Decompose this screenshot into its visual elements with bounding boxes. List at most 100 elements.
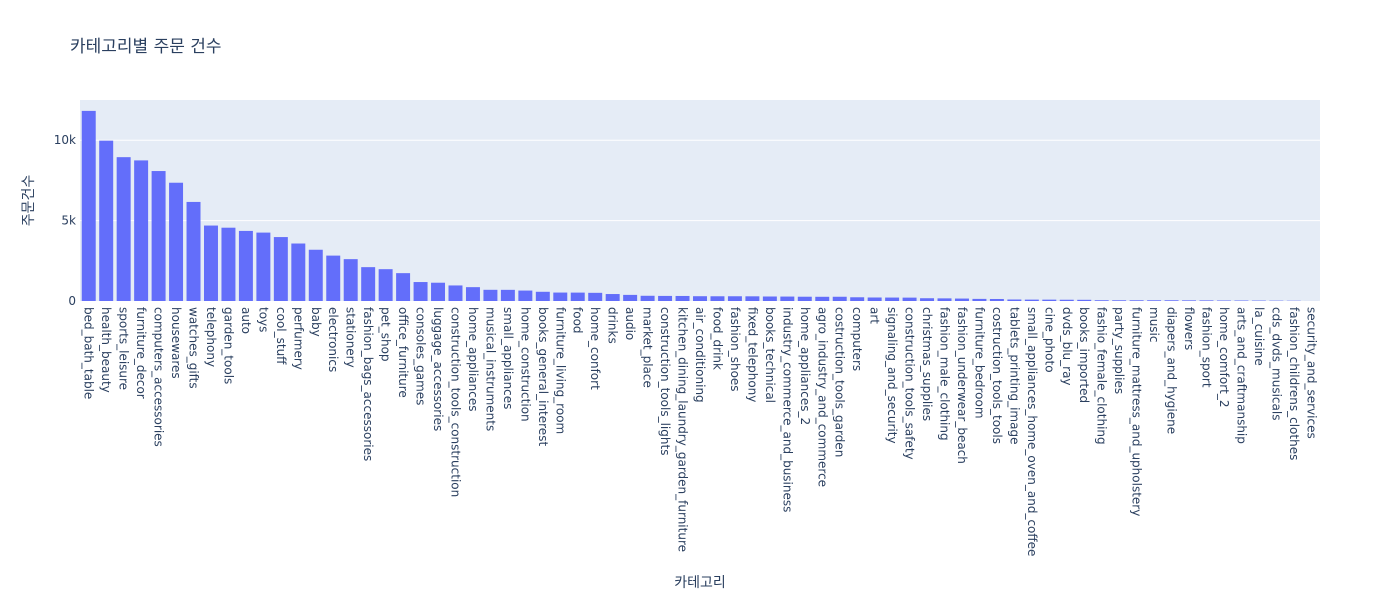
bar [221, 227, 236, 301]
x-tick-label: computers [850, 307, 864, 371]
bar [396, 273, 411, 301]
bar [675, 295, 690, 301]
x-tick-label: auto [239, 307, 253, 334]
x-tick-label: la_cuisine [1252, 307, 1266, 366]
bar [518, 290, 533, 301]
bar [151, 171, 166, 301]
x-tick-label: fashion_sport [1199, 307, 1213, 388]
x-tick-label: home_construction [518, 307, 532, 422]
bar [1024, 299, 1039, 301]
x-tick-label: diapers_and_hygiene [1165, 307, 1179, 434]
bar [99, 140, 114, 301]
x-tick-label: furniture_living_room [553, 307, 567, 434]
x-tick-label: security_and_services [1304, 307, 1318, 439]
bar [972, 298, 987, 301]
x-tick-label: arts_and_craftmanship [1234, 307, 1248, 444]
x-tick-label: home_confort [588, 307, 602, 390]
x-tick-label: electronics [326, 307, 340, 372]
x-tick-label: tablets_printing_image [1007, 307, 1021, 444]
x-tick-label: office_furniture [396, 307, 410, 398]
bar [361, 267, 376, 301]
x-tick-label: home_comfort_2 [1217, 307, 1231, 408]
x-tick-label: drinks [606, 307, 620, 344]
x-tick-label: furniture_mattress_and_upholstery [1130, 307, 1144, 516]
bar [588, 292, 603, 301]
bar [658, 295, 673, 301]
bar [623, 294, 638, 301]
bar [1094, 300, 1109, 301]
grid-lines [80, 139, 1320, 222]
x-tick-label: market_place [641, 307, 655, 388]
x-axis-title: 카테고리 [674, 575, 726, 591]
bar [762, 296, 777, 301]
x-tick-label: christmas_supplies [920, 307, 934, 421]
bar [1077, 299, 1092, 301]
bar [710, 296, 725, 301]
x-tick-label: dvds_blu_ray [1060, 307, 1074, 386]
x-tick-label: stationery [344, 307, 358, 368]
bar [1164, 300, 1179, 301]
bar [413, 282, 428, 301]
bar [291, 243, 306, 301]
bar [378, 269, 393, 301]
bar [1147, 300, 1162, 301]
x-tick-label: food [571, 307, 585, 334]
x-tick-label: fashion_bags_accessories [361, 307, 375, 461]
bar [273, 237, 288, 301]
bar [134, 160, 149, 301]
bar [797, 296, 812, 301]
x-tick-label: books_imported [1077, 307, 1091, 403]
bar [500, 289, 515, 301]
bar [431, 282, 446, 301]
x-tick-label: luggage_accessories [431, 307, 445, 431]
bar [605, 294, 620, 301]
bar [780, 296, 795, 301]
x-tick-label: costruction_tools_garden [833, 307, 847, 457]
bar [989, 298, 1004, 301]
bar [640, 295, 655, 301]
bar [553, 292, 568, 301]
y-axis-title: 주문건수 [21, 175, 37, 227]
bar [850, 297, 865, 301]
bar [1182, 300, 1196, 301]
y-tick-label: 10k [54, 133, 76, 147]
bar [1059, 299, 1074, 301]
x-tick-label: small_appliances [501, 307, 515, 409]
x-tick-label: fashio_female_clothing [1095, 307, 1109, 445]
x-tick-label: costruction_tools_tools [990, 307, 1004, 444]
x-tick-label: books_general_interest [536, 307, 550, 446]
x-tick-label: flowers [1182, 307, 1196, 350]
x-tick-label: sports_leisure [117, 307, 131, 390]
x-tick-label: fashion_shoes [728, 307, 742, 392]
x-tick-label: health_beauty [99, 307, 113, 393]
x-tick-label: baby [309, 307, 323, 337]
x-tick-label: perfumery [291, 307, 305, 370]
bar [1042, 299, 1057, 301]
bar [256, 232, 271, 301]
x-tick-label: books_technical [763, 307, 777, 403]
y-tick-labels: 0 5k 10k [54, 133, 76, 308]
x-tick-label: air_conditioning [693, 307, 707, 403]
bar [535, 291, 550, 301]
bar [815, 296, 830, 301]
x-tick-label: kitchen_dining_laundry_garden_furniture [676, 307, 690, 552]
x-tick-label: construction_tools_lights [658, 307, 672, 455]
x-tick-label: construction_tools_construction [448, 307, 462, 497]
bar [937, 298, 952, 301]
x-tick-label: art [868, 307, 882, 324]
bar [867, 297, 882, 301]
chart-title: 카테고리별 주문 건수 [70, 37, 222, 57]
x-tick-label: telephony [204, 307, 218, 367]
x-tick-label: cds_dvds_musicals [1269, 307, 1283, 420]
x-tick-label: fashion_male_clothing [938, 307, 952, 441]
x-tick-label: small_appliances_home_oven_and_coffee [1025, 307, 1039, 556]
bar [1199, 300, 1214, 301]
x-tick-label: watches_gifts [187, 307, 201, 389]
y-tick-label: 5k [61, 214, 76, 228]
x-tick-label: fixed_telephony [745, 307, 759, 402]
x-tick-labels: bed_bath_table health_beauty sports_leisur… [82, 307, 1319, 556]
bar [169, 182, 184, 301]
bar [745, 296, 760, 301]
bar [186, 201, 201, 301]
x-tick-label: consoles_games [414, 307, 428, 405]
